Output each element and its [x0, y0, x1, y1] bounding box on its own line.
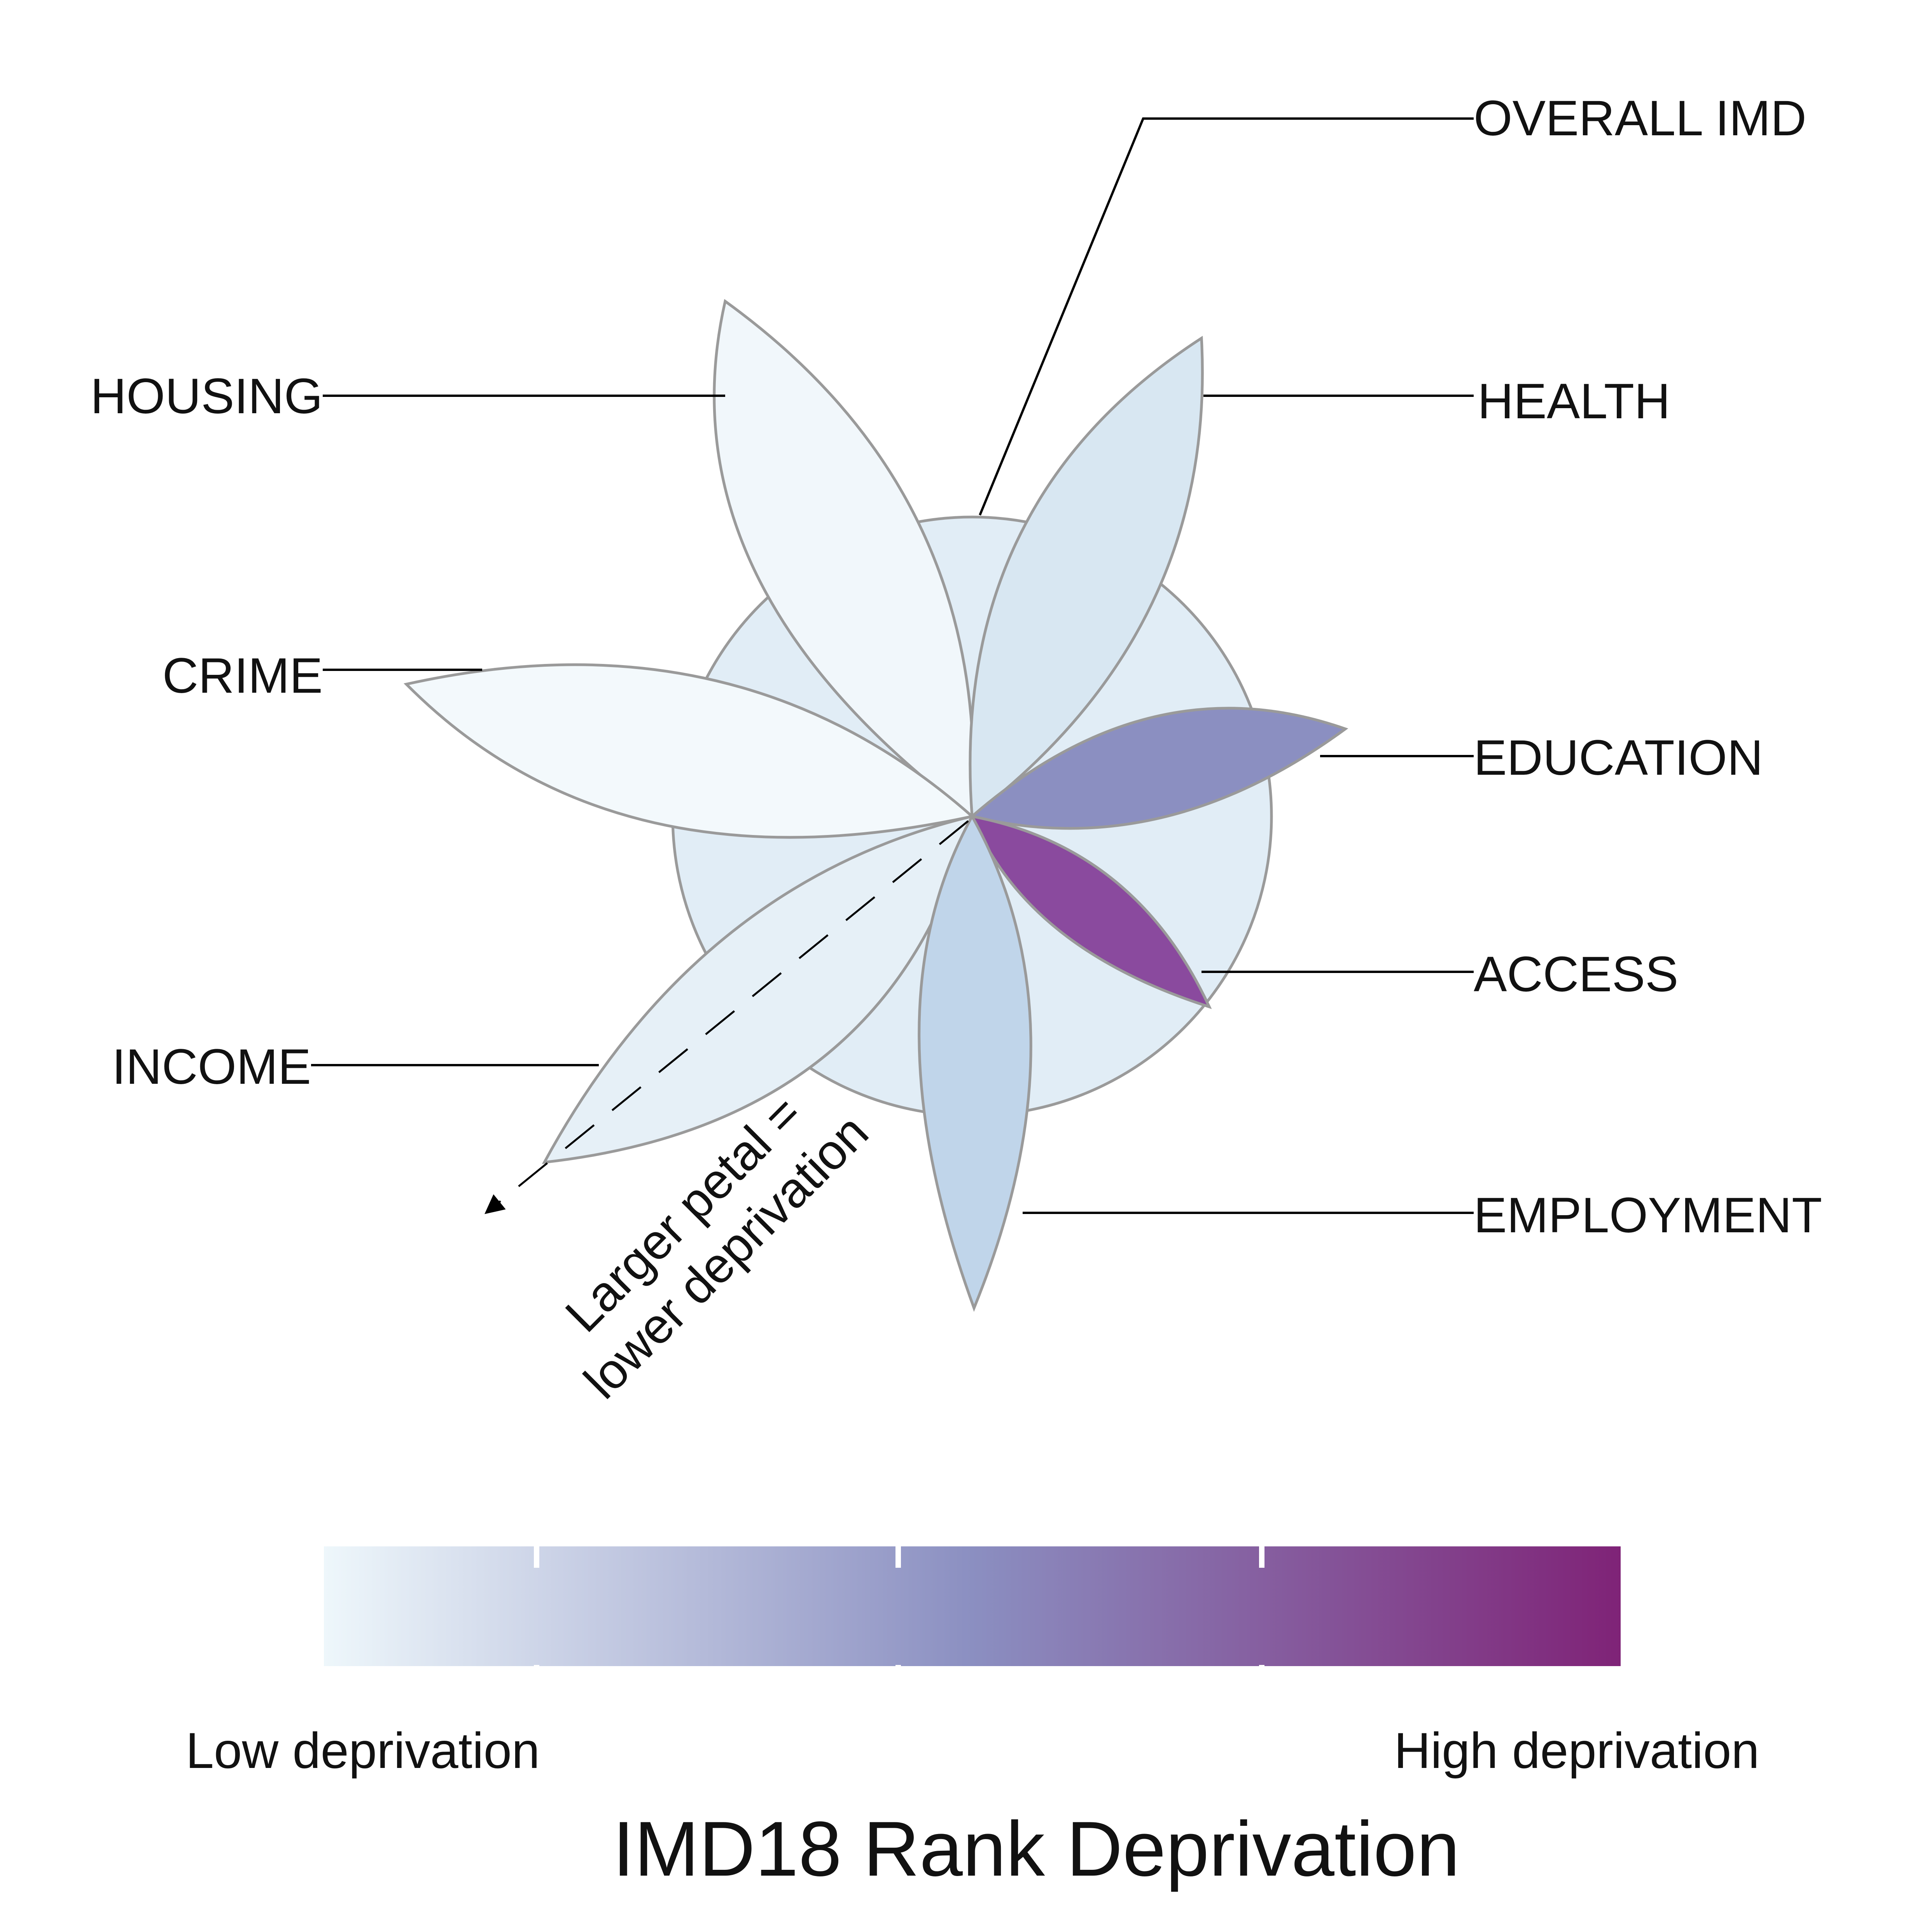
legend-high-label: High deprivation: [1394, 1722, 1759, 1779]
label-health: HEALTH: [1478, 374, 1670, 429]
legend-color-bar: [324, 1546, 1621, 1666]
petal-housing: [713, 299, 975, 819]
legend-low-label: Low deprivation: [186, 1722, 540, 1779]
petal-crime: [404, 663, 975, 839]
petal-education: [969, 707, 1348, 830]
direction-arrow: [484, 820, 969, 1214]
label-education: EDUCATION: [1474, 730, 1763, 786]
leader-overall-imd: [979, 117, 1474, 516]
label-housing: HOUSING: [91, 369, 323, 424]
label-access: ACCESS: [1474, 947, 1678, 1002]
petal-income: [542, 814, 974, 1164]
petal-access: [970, 814, 1212, 1009]
petal-employment: [918, 813, 1032, 1312]
label-overall-imd: OVERALL IMD: [1474, 91, 1807, 146]
label-crime: CRIME: [163, 648, 323, 704]
petal-health: [969, 335, 1204, 819]
legend-title: IMD18 Rank Deprivation: [613, 1806, 1460, 1892]
label-income: INCOME: [112, 1039, 311, 1095]
label-employment: EMPLOYMENT: [1474, 1188, 1822, 1243]
